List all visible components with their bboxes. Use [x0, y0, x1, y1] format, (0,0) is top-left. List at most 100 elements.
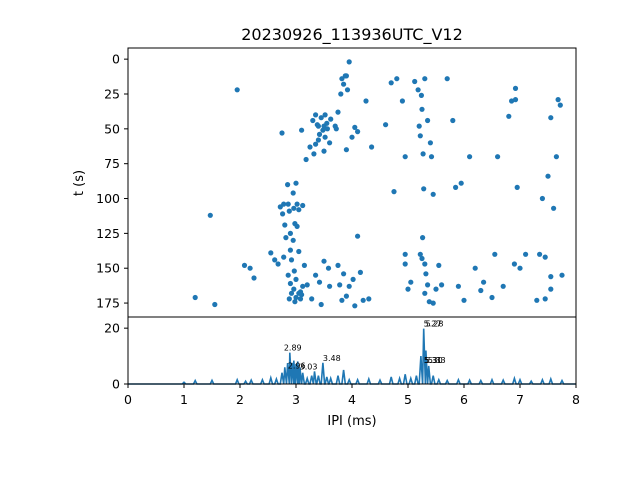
- raster-point: [192, 294, 198, 301]
- raster-point: [293, 180, 299, 186]
- raster-point: [299, 292, 305, 298]
- raster-point: [481, 279, 487, 285]
- peak-annotation: 5.33: [428, 356, 446, 365]
- ipi-histogram: 2.892.963.033.485.275.285.315.305.33 020…: [104, 316, 580, 429]
- raster-point: [296, 248, 302, 255]
- raster-point: [453, 184, 459, 190]
- raster-point: [241, 262, 248, 268]
- raster-point: [292, 299, 298, 305]
- raster-point: [500, 283, 506, 289]
- raster-point: [509, 98, 515, 104]
- raster-point: [313, 112, 319, 118]
- raster-point: [450, 117, 456, 124]
- raster-point: [346, 283, 352, 289]
- raster-point: [355, 233, 361, 239]
- raster-point: [296, 207, 302, 213]
- raster-point: [360, 297, 366, 303]
- raster-point: [433, 286, 439, 292]
- raster-point: [419, 106, 425, 112]
- raster-point: [408, 279, 414, 285]
- raster-point: [322, 134, 328, 140]
- raster-point: [548, 115, 554, 121]
- raster-point: [293, 276, 299, 282]
- raster-point: [514, 184, 520, 190]
- raster-point: [322, 112, 328, 118]
- raster-point: [461, 297, 467, 303]
- raster-point: [458, 180, 464, 186]
- raster-point: [350, 276, 356, 282]
- raster-point: [339, 297, 345, 303]
- raster-point: [281, 254, 287, 260]
- x-axis-label: IPI (ms): [327, 414, 376, 429]
- raster-y-ticks: 0 25 50 75 100 125 150 175: [96, 52, 128, 311]
- raster-point: [391, 189, 397, 195]
- peak-annotation: 2.96: [288, 362, 306, 371]
- raster-point: [272, 257, 278, 263]
- raster-point: [293, 294, 299, 301]
- raster-point: [383, 122, 389, 128]
- raster-point: [207, 212, 213, 218]
- y-tick-label: 0: [112, 377, 120, 392]
- y-tick-label: 0: [112, 52, 120, 67]
- raster-point: [363, 98, 369, 104]
- raster-point: [539, 195, 546, 202]
- raster-point: [419, 255, 425, 262]
- raster-point: [291, 268, 297, 274]
- raster-point: [548, 286, 554, 292]
- peak-annotation: 2.89: [284, 344, 302, 353]
- raster-point: [299, 127, 305, 133]
- raster-point: [467, 154, 473, 160]
- raster-point: [436, 262, 442, 268]
- raster-point: [300, 283, 306, 289]
- raster-point: [422, 76, 428, 82]
- raster-point: [511, 261, 517, 267]
- y-tick-label: 175: [96, 296, 120, 311]
- raster-point: [425, 117, 431, 124]
- raster-point: [489, 294, 495, 301]
- peak-annotation: 3.03: [300, 362, 318, 371]
- raster-point: [517, 265, 523, 271]
- x-tick-label: 1: [180, 392, 188, 407]
- raster-point: [426, 299, 432, 305]
- raster-point: [291, 205, 297, 211]
- raster-point: [427, 140, 433, 146]
- raster-point: [423, 271, 429, 277]
- raster-point: [300, 202, 306, 209]
- raster-point: [288, 290, 295, 296]
- raster-point: [428, 154, 435, 160]
- x-tick-label: 0: [124, 392, 132, 407]
- raster-point: [402, 251, 408, 257]
- peak-annotation: 5.27: [424, 320, 442, 329]
- raster-point: [420, 235, 426, 241]
- raster-point: [344, 87, 351, 93]
- raster-point: [534, 297, 540, 303]
- raster-point: [285, 182, 291, 188]
- raster-point: [307, 144, 313, 150]
- raster-point: [318, 115, 324, 121]
- raster-point: [559, 272, 565, 278]
- raster-point: [304, 282, 310, 288]
- raster-point: [412, 78, 418, 85]
- raster-point: [303, 156, 309, 163]
- raster-point: [285, 201, 291, 207]
- peak-annotation: 3.48: [323, 354, 341, 363]
- raster-point: [313, 272, 319, 278]
- raster-point: [301, 262, 307, 268]
- raster-point: [341, 81, 347, 87]
- peak-annotations: 2.89 2.963.03 3.48 5.275.28 5.315.305.33: [284, 320, 446, 372]
- raster-point: [285, 272, 291, 278]
- raster-point: [545, 173, 551, 179]
- raster-point: [417, 251, 423, 257]
- raster-point: [352, 124, 358, 130]
- raster-point: [313, 141, 319, 147]
- raster-point: [425, 282, 431, 288]
- raster-point: [399, 98, 405, 104]
- raster-point: [315, 123, 321, 129]
- raster-point: [357, 269, 363, 275]
- raster-point: [492, 251, 498, 257]
- raster-point: [287, 280, 293, 287]
- y-tick-label: 50: [104, 121, 120, 136]
- raster-point: [247, 265, 253, 271]
- peak-annotation: 5.31: [424, 356, 442, 365]
